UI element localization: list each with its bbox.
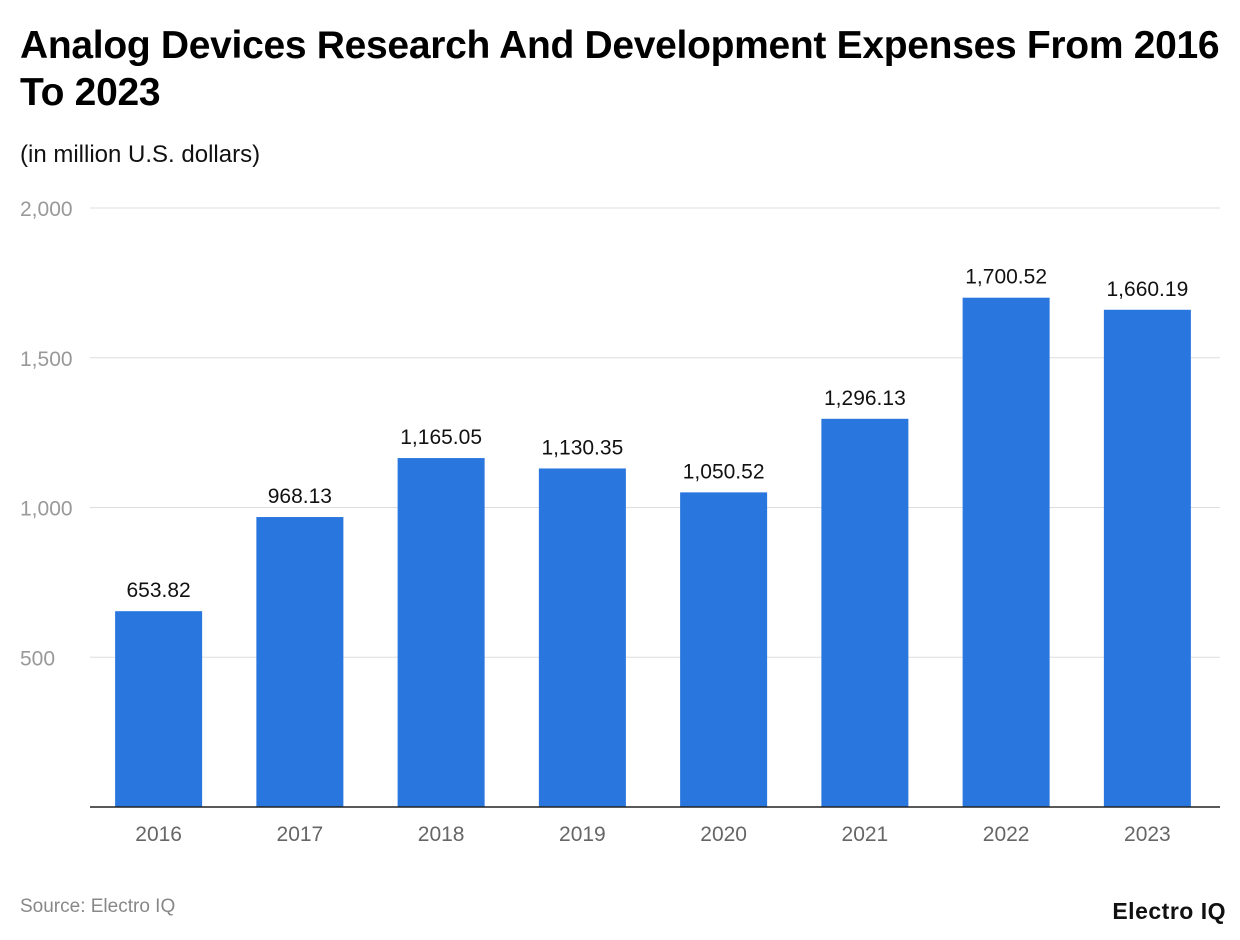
x-tick-label: 2022	[983, 823, 1030, 846]
bar	[821, 418, 909, 807]
bar	[397, 458, 485, 807]
y-tick-label: 1,000	[20, 498, 73, 521]
chart-subtitle: (in million U.S. dollars)	[20, 141, 261, 168]
source-note: Source: Electro IQ	[20, 896, 176, 917]
data-label: 1,660.19	[1107, 278, 1189, 301]
x-tick-label: 2021	[842, 823, 889, 846]
y-tick-label: 1,500	[20, 348, 73, 371]
data-label: 1,165.05	[400, 426, 482, 449]
bar	[256, 517, 344, 807]
electro-iq-logo: Electro IQ	[1112, 898, 1226, 924]
x-tick-label: 2018	[418, 823, 465, 846]
data-label: 1,296.13	[824, 387, 906, 410]
x-tick-label: 2016	[135, 823, 182, 846]
data-label: 1,050.52	[683, 460, 765, 483]
data-label: 1,700.52	[965, 266, 1047, 289]
y-tick-label: 2,000	[20, 198, 73, 221]
bar	[962, 297, 1050, 807]
y-tick-label: 500	[20, 647, 55, 670]
bar	[538, 468, 626, 807]
bar	[680, 492, 768, 807]
x-tick-label: 2020	[700, 823, 747, 846]
chart-title: Analog Devices Research And Development …	[20, 24, 1220, 114]
x-tick-label: 2017	[277, 823, 324, 846]
x-tick-label: 2023	[1124, 823, 1171, 846]
x-tick-label: 2019	[559, 823, 606, 846]
bar	[1103, 309, 1191, 807]
data-label: 968.13	[268, 485, 332, 508]
bar	[115, 611, 203, 807]
data-label: 1,130.35	[542, 436, 624, 459]
data-label: 653.82	[127, 579, 191, 602]
